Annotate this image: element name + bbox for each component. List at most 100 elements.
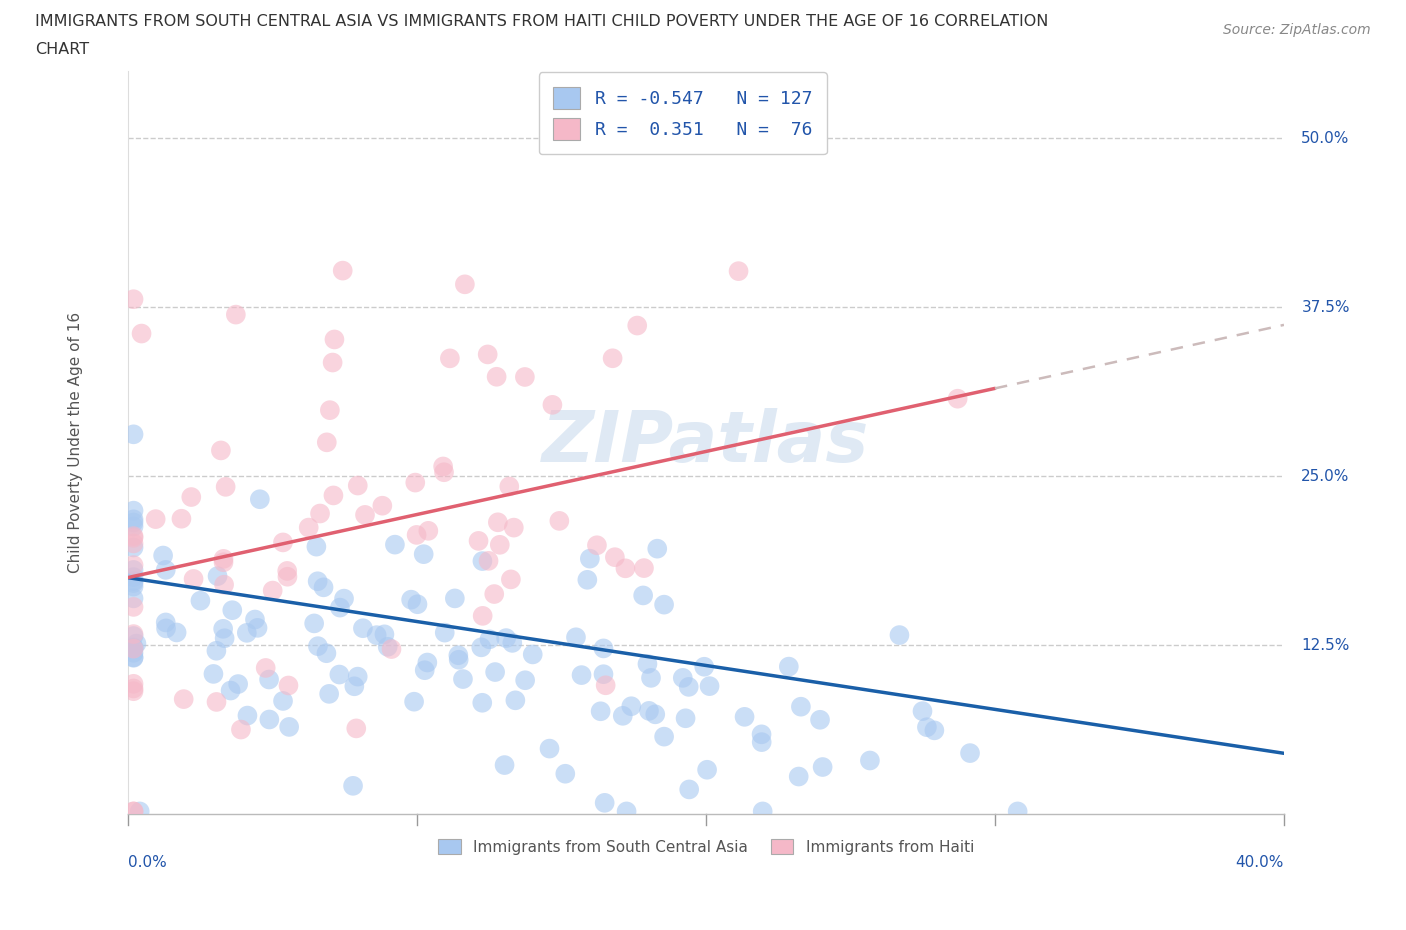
Point	[959, 746, 981, 761]
Point	[262, 583, 284, 598]
Point	[631, 588, 654, 603]
Point	[889, 628, 911, 643]
Point	[603, 550, 626, 565]
Point	[122, 681, 145, 696]
Point	[131, 326, 153, 341]
Point	[276, 569, 298, 584]
Point	[333, 591, 356, 606]
Text: Child Poverty Under the Age of 16: Child Poverty Under the Age of 16	[69, 312, 83, 573]
Point	[672, 671, 695, 685]
Point	[122, 676, 145, 691]
Point	[278, 720, 301, 735]
Point	[808, 712, 831, 727]
Point	[249, 492, 271, 507]
Point	[638, 703, 661, 718]
Point	[399, 592, 422, 607]
Point	[354, 508, 377, 523]
Point	[202, 667, 225, 682]
Point	[513, 369, 536, 384]
Point	[444, 591, 467, 605]
Point	[122, 642, 145, 657]
Point	[243, 612, 266, 627]
Point	[602, 351, 624, 365]
Point	[122, 536, 145, 551]
Point	[505, 693, 527, 708]
Point	[205, 695, 228, 710]
Text: Source: ZipAtlas.com: Source: ZipAtlas.com	[1223, 23, 1371, 37]
Point	[122, 574, 145, 589]
Point	[911, 704, 934, 719]
Point	[122, 629, 145, 644]
Point	[322, 355, 344, 370]
Point	[212, 621, 235, 636]
Point	[502, 520, 524, 535]
Point	[447, 648, 470, 663]
Point	[485, 369, 508, 384]
Point	[592, 667, 614, 682]
Point	[122, 576, 145, 591]
Point	[439, 351, 461, 365]
Point	[254, 660, 277, 675]
Point	[467, 534, 489, 549]
Point	[412, 547, 434, 562]
Point	[811, 760, 834, 775]
Point	[305, 539, 328, 554]
Point	[122, 645, 145, 660]
Point	[644, 707, 666, 722]
Point	[122, 627, 145, 642]
Point	[122, 641, 145, 656]
Text: IMMIGRANTS FROM SOUTH CENTRAL ASIA VS IMMIGRANTS FROM HAITI CHILD POVERTY UNDER : IMMIGRANTS FROM SOUTH CENTRAL ASIA VS IM…	[35, 14, 1049, 29]
Point	[451, 671, 474, 686]
Point	[219, 684, 242, 698]
Legend: Immigrants from South Central Asia, Immigrants from Haiti: Immigrants from South Central Asia, Immi…	[430, 831, 981, 862]
Point	[699, 679, 721, 694]
Point	[205, 644, 228, 658]
Text: 12.5%: 12.5%	[1302, 638, 1350, 653]
Point	[554, 766, 576, 781]
Point	[183, 572, 205, 587]
Point	[377, 639, 399, 654]
Point	[678, 782, 700, 797]
Point	[302, 616, 325, 631]
Point	[346, 670, 368, 684]
Point	[352, 621, 374, 636]
Point	[328, 667, 350, 682]
Point	[696, 763, 718, 777]
Point	[477, 347, 499, 362]
Point	[418, 524, 440, 538]
Point	[576, 572, 599, 587]
Point	[471, 696, 494, 711]
Point	[915, 720, 938, 735]
Point	[346, 478, 368, 493]
Point	[734, 710, 756, 724]
Point	[122, 591, 145, 605]
Point	[221, 603, 243, 618]
Point	[501, 635, 523, 650]
Point	[484, 587, 506, 602]
Point	[329, 600, 352, 615]
Point	[620, 698, 643, 713]
Point	[432, 459, 454, 474]
Point	[640, 671, 662, 685]
Point	[678, 680, 700, 695]
Point	[226, 677, 249, 692]
Point	[271, 535, 294, 550]
Point	[447, 652, 470, 667]
Point	[616, 804, 638, 818]
Point	[322, 488, 344, 503]
Point	[298, 520, 321, 535]
Point	[790, 699, 813, 714]
Point	[586, 538, 609, 552]
Text: ZIPatlas: ZIPatlas	[543, 408, 869, 477]
Point	[498, 479, 520, 494]
Point	[309, 506, 332, 521]
Text: 0.0%: 0.0%	[128, 855, 166, 870]
Point	[207, 568, 229, 583]
Point	[122, 512, 145, 526]
Point	[488, 538, 510, 552]
Point	[152, 548, 174, 563]
Point	[166, 625, 188, 640]
Point	[494, 758, 516, 773]
Point	[318, 686, 340, 701]
Point	[486, 515, 509, 530]
